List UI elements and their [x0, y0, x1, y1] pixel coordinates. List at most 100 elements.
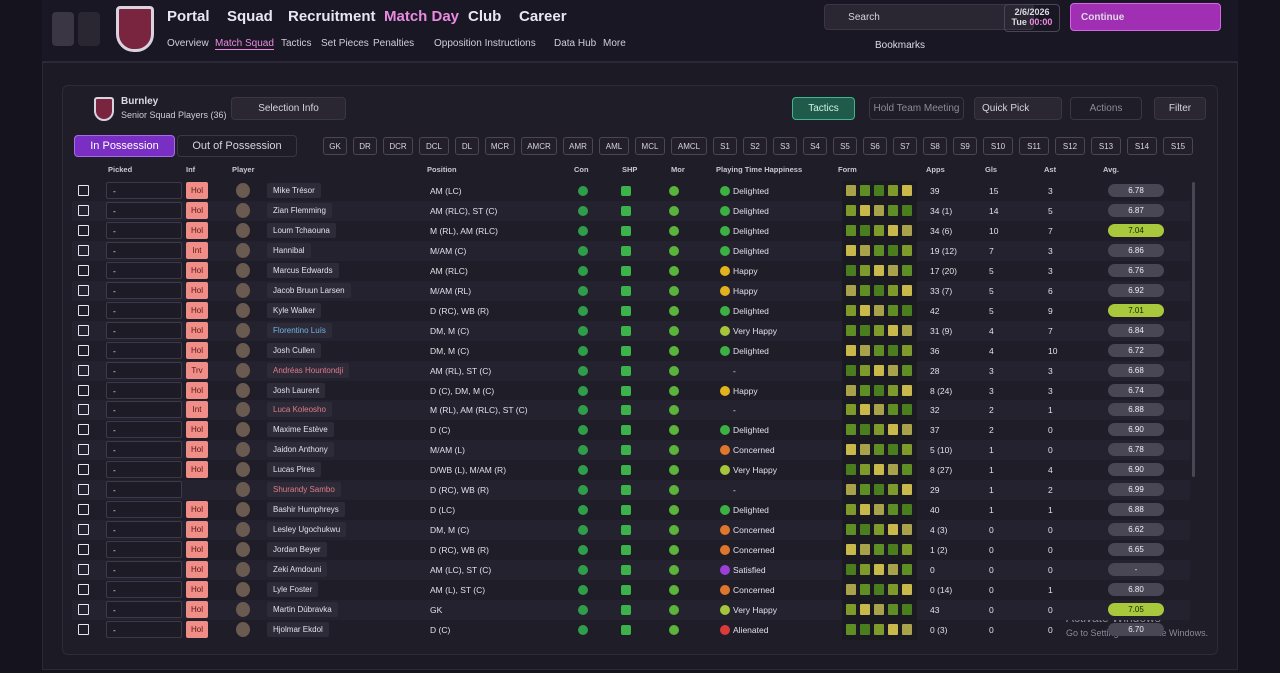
position-button[interactable]: DCL [419, 137, 449, 155]
subnav-item[interactable]: Tactics [281, 38, 312, 49]
player-name[interactable]: Andréas Hountondji [267, 362, 350, 378]
picked-select[interactable]: - [106, 481, 182, 499]
column-header[interactable]: Mor [671, 165, 685, 174]
picked-select[interactable]: - [106, 321, 182, 339]
checkbox[interactable] [78, 464, 89, 476]
position-button[interactable]: S12 [1055, 137, 1085, 155]
checkbox[interactable] [78, 564, 89, 576]
player-name[interactable]: Luca Koleosho [267, 402, 332, 418]
position-button[interactable]: S9 [953, 137, 977, 155]
checkbox[interactable] [78, 623, 89, 635]
column-header[interactable]: Position [427, 165, 457, 174]
quick-pick-button[interactable]: Quick Pick [974, 97, 1062, 120]
picked-select[interactable]: - [106, 201, 182, 219]
player-name[interactable]: Florentino Luís [267, 322, 332, 338]
column-header[interactable]: Form [838, 165, 857, 174]
subnav-item[interactable]: Data Hub [554, 38, 597, 49]
column-header[interactable]: Player [232, 165, 255, 174]
position-button[interactable]: S5 [833, 137, 857, 155]
player-name[interactable]: Jordan Beyer [267, 542, 327, 558]
nav-item[interactable]: Recruitment [288, 8, 376, 25]
selection-info[interactable]: Selection Info [231, 97, 346, 120]
position-button[interactable]: S11 [1019, 137, 1049, 155]
picked-select[interactable]: - [106, 361, 182, 379]
position-button[interactable]: S15 [1163, 137, 1193, 155]
player-name[interactable]: Jaidon Anthony [267, 442, 334, 458]
player-name[interactable]: Loum Tchaouna [267, 222, 336, 238]
column-header[interactable]: SHP [622, 165, 638, 174]
hold-meeting-button[interactable]: Hold Team Meeting [869, 97, 964, 120]
checkbox[interactable] [78, 424, 89, 436]
player-name[interactable]: Hjolmar Ekdol [267, 621, 329, 637]
picked-select[interactable]: - [106, 600, 182, 618]
position-button[interactable]: DL [455, 137, 479, 155]
tab-in-possession[interactable]: In Possession [74, 135, 175, 157]
player-name[interactable]: Josh Laurent [267, 382, 326, 398]
checkbox[interactable] [78, 603, 89, 615]
player-name[interactable]: Hannibal [267, 242, 311, 258]
position-button[interactable]: DCR [383, 137, 413, 155]
picked-select[interactable]: - [106, 521, 182, 539]
position-button[interactable]: S14 [1127, 137, 1157, 155]
checkbox[interactable] [78, 344, 89, 356]
picked-select[interactable]: - [106, 261, 182, 279]
position-button[interactable]: AML [599, 137, 629, 155]
position-button[interactable]: MCL [635, 137, 665, 155]
checkbox[interactable] [78, 244, 89, 256]
nav-item[interactable]: Portal [167, 8, 210, 25]
picked-select[interactable]: - [106, 182, 182, 199]
nav-item[interactable]: Match Day [384, 8, 460, 25]
checkbox[interactable] [78, 384, 89, 396]
player-name[interactable]: Shurandy Sambo [267, 482, 341, 498]
checkbox[interactable] [78, 364, 89, 376]
position-button[interactable]: S8 [923, 137, 947, 155]
player-name[interactable]: Mike Trésor [267, 183, 321, 198]
player-name[interactable]: Jacob Bruun Larsen [267, 282, 351, 298]
picked-select[interactable]: - [106, 281, 182, 299]
nav-item[interactable]: Squad [227, 8, 273, 25]
subnav-item[interactable]: Penalties [373, 38, 415, 49]
date-box[interactable]: 2/6/2026 Tue 00:00 [1004, 4, 1060, 32]
checkbox[interactable] [78, 324, 89, 336]
picked-select[interactable]: - [106, 221, 182, 239]
player-name[interactable]: Lesley Ugochukwu [267, 522, 347, 538]
checkbox[interactable] [78, 504, 89, 516]
player-name[interactable]: Zian Flemming [267, 202, 332, 218]
nav-item[interactable]: Career [519, 8, 567, 25]
continue-button[interactable]: Continue [1070, 3, 1221, 31]
subnav-item[interactable]: More [603, 38, 626, 49]
position-button[interactable]: AMCL [671, 137, 707, 155]
checkbox[interactable] [78, 284, 89, 296]
checkbox[interactable] [78, 204, 89, 216]
nav-item[interactable]: Club [468, 8, 502, 25]
position-button[interactable]: S2 [743, 137, 767, 155]
picked-select[interactable]: - [106, 241, 182, 259]
search[interactable]: Search [848, 11, 880, 23]
player-name[interactable]: Maxime Estève [267, 422, 334, 438]
column-header[interactable]: Playing Time Happiness [716, 165, 803, 174]
player-name[interactable]: Lucas Pires [267, 462, 321, 478]
picked-select[interactable]: - [106, 341, 182, 359]
position-button[interactable]: S3 [773, 137, 797, 155]
position-button[interactable]: S6 [863, 137, 887, 155]
position-button[interactable]: AMR [563, 137, 593, 155]
position-button[interactable]: S1 [713, 137, 737, 155]
picked-select[interactable]: - [106, 401, 182, 419]
player-name[interactable]: Kyle Walker [267, 302, 322, 318]
forward-button[interactable] [78, 12, 100, 46]
column-header[interactable]: Ast [1044, 165, 1057, 174]
position-button[interactable]: S10 [983, 137, 1013, 155]
position-button[interactable]: S13 [1091, 137, 1121, 155]
picked-select[interactable]: - [106, 441, 182, 459]
picked-select[interactable]: - [106, 501, 182, 519]
checkbox[interactable] [78, 304, 89, 316]
position-button[interactable]: GK [323, 137, 347, 155]
subnav-item[interactable]: Overview [167, 38, 209, 49]
back-button[interactable] [52, 12, 74, 46]
position-button[interactable]: DR [353, 137, 377, 155]
subnav-item[interactable]: Match Squad [215, 38, 274, 50]
checkbox[interactable] [78, 224, 89, 236]
checkbox[interactable] [78, 185, 89, 196]
picked-select[interactable]: - [106, 581, 182, 598]
column-header[interactable]: Avg. [1103, 165, 1119, 174]
